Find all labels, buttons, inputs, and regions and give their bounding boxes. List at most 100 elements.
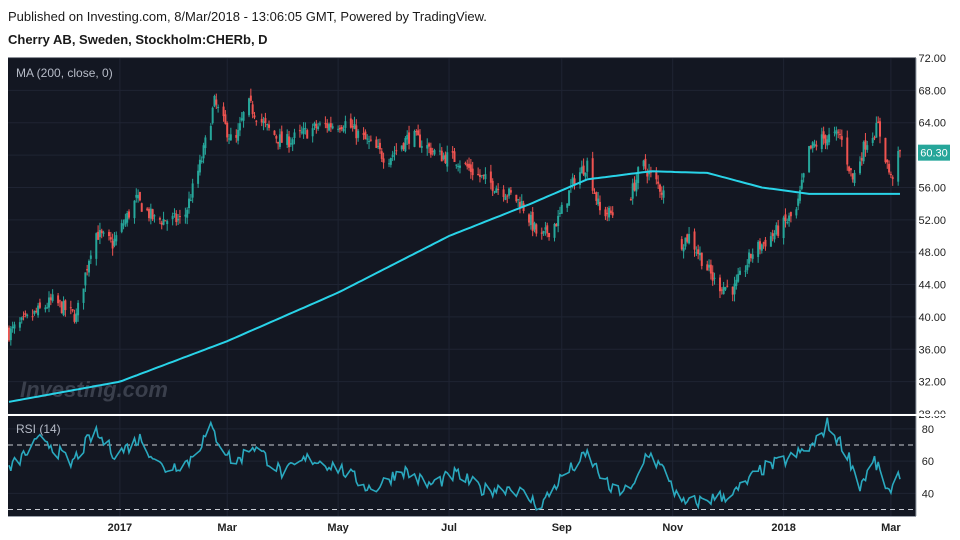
candle-body (782, 217, 785, 239)
candle-body (706, 264, 709, 271)
candle-body (171, 215, 174, 220)
candle-body (240, 118, 243, 121)
candle-body (635, 179, 638, 192)
candle-body (342, 128, 345, 132)
candle-body (369, 139, 372, 141)
candle-body (629, 198, 632, 201)
candle-body (377, 146, 380, 148)
candle-body (502, 189, 505, 198)
candle-body (426, 145, 429, 149)
candle-body (808, 146, 811, 173)
candle-body (124, 219, 127, 225)
candle-body (853, 172, 856, 184)
candle-body (324, 123, 327, 125)
candle-body (49, 297, 52, 301)
candle-body (598, 201, 601, 211)
candle-body (431, 151, 434, 153)
candle-body (31, 316, 34, 318)
candle-body (566, 203, 569, 208)
candle-body (353, 124, 356, 129)
candle-body (693, 231, 696, 250)
candle-body (758, 241, 761, 250)
candle-body (69, 307, 72, 309)
candle-body (137, 194, 140, 199)
watermark-text: Investing.com (20, 377, 168, 402)
candle-body (146, 208, 149, 211)
candle-body (595, 192, 598, 201)
candle-body (293, 132, 296, 138)
candle-body (11, 326, 14, 329)
candle-body (846, 137, 849, 165)
time-tick-label: 2017 (108, 522, 132, 534)
candle-body (802, 173, 805, 178)
candle-body (224, 114, 227, 124)
candle-body (235, 135, 238, 138)
candle-body (280, 131, 283, 143)
ma-200-line (8, 170, 900, 403)
candle-body (497, 188, 500, 190)
candle-body (697, 249, 700, 255)
candle-body (217, 106, 220, 108)
rsi-panel (8, 416, 916, 516)
candle-body (24, 313, 27, 315)
candle-body (166, 221, 169, 225)
candle-body (871, 138, 874, 143)
candle-body (275, 136, 278, 139)
candle-body (237, 129, 240, 141)
candle-body (493, 191, 496, 193)
candle-body (775, 225, 778, 235)
candle-body (546, 225, 549, 234)
candle-body (724, 287, 727, 290)
candle-body (835, 130, 838, 135)
candle-body (337, 128, 340, 130)
candle-body (440, 150, 443, 162)
candle-body (884, 137, 887, 163)
candle-body (709, 264, 712, 274)
candle-body (9, 328, 12, 341)
candle-body (115, 235, 118, 242)
candle-body (458, 165, 461, 168)
candle-body (380, 151, 383, 159)
candle-body (188, 198, 191, 209)
candle-body (453, 151, 456, 163)
candle-body (108, 232, 111, 237)
candle-body (718, 277, 721, 292)
published-info: Published on Investing.com, 8/Mar/2018 -… (8, 9, 487, 24)
price-tick-label: 72.00 (918, 53, 946, 65)
candle-body (317, 126, 320, 130)
candle-body (840, 136, 843, 140)
rsi-series (8, 417, 901, 511)
candle-body (197, 170, 200, 184)
candle-body (158, 218, 161, 220)
candle-body (809, 145, 812, 149)
candle-body (644, 158, 647, 169)
candle-body (402, 143, 405, 150)
candle-body (764, 239, 767, 247)
candle-body (37, 305, 40, 316)
candle-body (795, 209, 798, 216)
candle-body (789, 212, 792, 217)
candle-body (62, 300, 65, 316)
candle-body (291, 139, 294, 145)
price-tick-label: 52.00 (918, 215, 946, 227)
candle-body (822, 131, 825, 139)
candle-body (73, 314, 76, 322)
candle-body (866, 145, 869, 150)
time-tick-label: 2018 (771, 522, 795, 534)
candle-body (733, 283, 736, 295)
candle-body (591, 158, 594, 191)
candlestick-series (8, 88, 901, 346)
candle-body (731, 286, 734, 295)
candle-body (688, 233, 691, 244)
candle-body (749, 253, 752, 259)
candle-body (189, 199, 192, 201)
candle-body (695, 252, 698, 254)
candle-body (684, 237, 687, 247)
axes: 72.0068.0064.0060.0056.0052.0048.0044.00… (8, 53, 960, 534)
candle-body (13, 324, 16, 329)
grid (8, 57, 916, 516)
candle-body (338, 127, 341, 130)
candle-body (222, 106, 225, 117)
candle-body (580, 166, 583, 174)
candle-body (571, 177, 574, 184)
